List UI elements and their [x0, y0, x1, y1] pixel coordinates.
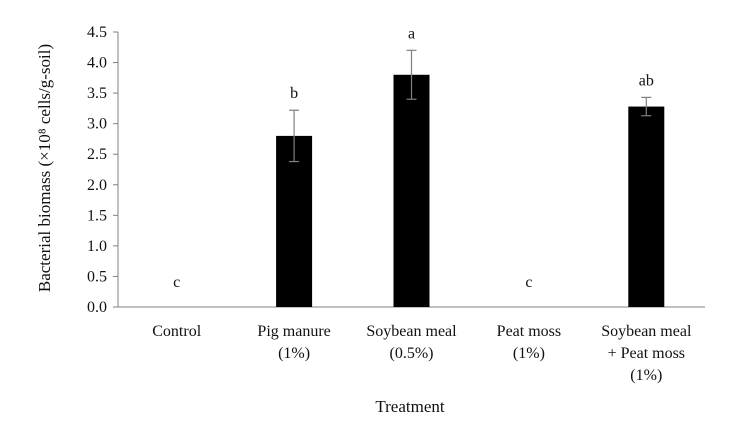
y-tick-label: 0.5	[87, 268, 107, 285]
significance-label: a	[408, 25, 415, 42]
category-label: Control	[152, 323, 201, 340]
bar	[276, 135, 313, 307]
y-tick-label: 4.5	[87, 24, 107, 41]
labels-group: c Control b Pig manure (1%) a Soybean meal (0.5…	[152, 25, 692, 384]
category-label: (1%)	[630, 367, 662, 384]
y-tick-label: 1.5	[87, 207, 107, 224]
bars-group	[276, 49, 665, 308]
significance-label: c	[525, 274, 532, 291]
y-axis-title: Bacterial biomass (×10⁸ cells/g-soil)	[35, 44, 54, 292]
y-tick-label: 1.0	[87, 238, 107, 255]
y-tick-label: 2.0	[87, 177, 107, 194]
bar	[628, 106, 665, 307]
category-label: Peat moss	[497, 323, 561, 340]
category-label: (0.5%)	[390, 345, 434, 362]
category-label: Soybean meal	[366, 323, 457, 340]
category-label: + Peat moss	[608, 345, 685, 362]
category-label: Soybean meal	[601, 323, 692, 340]
axes-group: 0.0 0.5 1.0 1.5 2.0 2.5 3.0 3.5 4.0 4.5	[87, 24, 705, 316]
y-tick-label: 3.0	[87, 116, 107, 133]
significance-label: ab	[639, 72, 654, 89]
significance-label: c	[173, 274, 180, 291]
bar	[393, 74, 430, 308]
y-tick-label: 2.5	[87, 146, 107, 163]
significance-label: b	[290, 85, 298, 102]
y-tick-label: 3.5	[87, 85, 107, 102]
x-axis-title: Treatment	[375, 397, 445, 416]
y-tick-label: 4.0	[87, 55, 107, 72]
y-tick-label: 0.0	[87, 299, 107, 316]
category-label: (1%)	[278, 345, 310, 362]
category-label: (1%)	[513, 345, 545, 362]
category-label: Pig manure	[257, 323, 330, 340]
